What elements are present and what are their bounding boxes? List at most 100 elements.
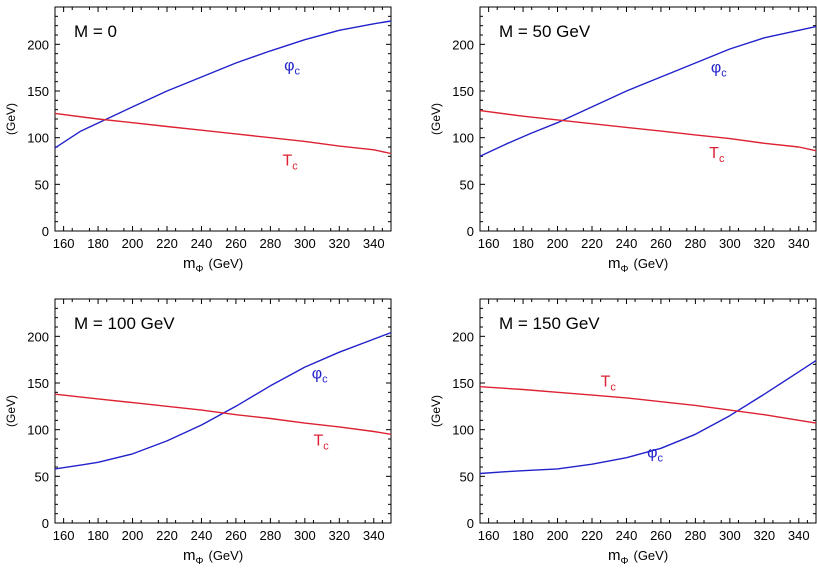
series-label-sub: c bbox=[295, 65, 301, 77]
y-tick-label: 0 bbox=[467, 224, 474, 239]
series-label: Tc bbox=[601, 374, 617, 394]
series-line-t-c bbox=[479, 109, 817, 152]
series-label-main: φ bbox=[711, 59, 721, 76]
x-axis-label: mΦ (GeV) bbox=[608, 255, 668, 275]
x-tick-label: 340 bbox=[788, 236, 810, 251]
x-tick-label: 280 bbox=[260, 528, 282, 543]
x-tick-label: 160 bbox=[53, 528, 75, 543]
series-label-sub: c bbox=[658, 453, 664, 465]
series-line-phi-c bbox=[479, 360, 817, 475]
x-tick-label: 300 bbox=[294, 528, 316, 543]
series-label-sub: c bbox=[721, 67, 727, 79]
series-label: φc bbox=[284, 57, 300, 77]
series-label-sub: c bbox=[610, 382, 616, 394]
x-tick-label: 240 bbox=[191, 528, 213, 543]
x-tick-label: 280 bbox=[685, 528, 707, 543]
series-label-main: T bbox=[282, 153, 292, 170]
y-tick-label: 0 bbox=[42, 516, 49, 531]
series-line-phi-c bbox=[479, 25, 817, 157]
x-tick-label: 180 bbox=[512, 236, 534, 251]
series-label-sub: c bbox=[292, 161, 298, 173]
x-tick-label: 260 bbox=[650, 236, 672, 251]
x-axis-label-sub: Φ bbox=[196, 264, 204, 275]
x-tick-label: 160 bbox=[53, 236, 75, 251]
series-line-t-c bbox=[479, 386, 817, 424]
x-tick-label: 300 bbox=[719, 236, 741, 251]
chart-panel-1: 160 180 200 220 240 260 280 300 320 340 0 50 100 150 2… bbox=[4, 6, 392, 275]
x-tick-label: 340 bbox=[788, 528, 810, 543]
x-tick-label: 200 bbox=[122, 236, 144, 251]
series-label: Tc bbox=[282, 153, 298, 173]
x-tick-label: 300 bbox=[294, 236, 316, 251]
series-label-main: T bbox=[313, 433, 323, 450]
x-axis-label: mΦ (GeV) bbox=[183, 547, 243, 567]
y-tick-label: 100 bbox=[452, 423, 474, 438]
panel-title: M = 0 bbox=[74, 22, 117, 41]
y-axis-label: (GeV) bbox=[4, 103, 18, 135]
x-axis-label: mΦ (GeV) bbox=[183, 255, 243, 275]
series-label: φc bbox=[312, 365, 328, 385]
x-tick-label: 180 bbox=[87, 236, 109, 251]
series-label-main: φ bbox=[312, 365, 322, 382]
panel-title: M = 50 GeV bbox=[499, 22, 591, 41]
x-tick-label: 340 bbox=[363, 236, 385, 251]
series-label-main: T bbox=[709, 145, 719, 162]
x-axis-label-main: m bbox=[608, 255, 621, 272]
x-axis-label-main: m bbox=[183, 255, 196, 272]
series-label-main: φ bbox=[647, 445, 657, 462]
series-label: φc bbox=[647, 445, 663, 465]
y-axis-label: (GeV) bbox=[4, 395, 18, 427]
x-tick-label: 240 bbox=[191, 236, 213, 251]
series-label-sub: c bbox=[322, 373, 328, 385]
y-tick-label: 50 bbox=[460, 469, 474, 484]
series-line-phi-c bbox=[54, 331, 392, 470]
y-tick-label: 150 bbox=[452, 376, 474, 391]
y-tick-label: 100 bbox=[452, 131, 474, 146]
x-axis-label-unit: (GeV) bbox=[208, 256, 243, 271]
x-tick-label: 280 bbox=[260, 236, 282, 251]
y-axis-label: (GeV) bbox=[429, 395, 443, 427]
x-tick-label: 200 bbox=[547, 236, 569, 251]
x-tick-label: 240 bbox=[616, 528, 638, 543]
x-tick-label: 220 bbox=[581, 236, 603, 251]
x-tick-label: 320 bbox=[753, 528, 775, 543]
y-tick-label: 0 bbox=[42, 224, 49, 239]
series-line-phi-c bbox=[54, 20, 392, 149]
x-tick-label: 280 bbox=[685, 236, 707, 251]
y-tick-label: 50 bbox=[35, 469, 49, 484]
series-label: φc bbox=[711, 59, 727, 79]
x-axis-label-unit: (GeV) bbox=[208, 548, 243, 563]
panel-title: M = 150 GeV bbox=[499, 314, 600, 333]
panel-title: M = 100 GeV bbox=[74, 314, 175, 333]
x-tick-label: 260 bbox=[225, 528, 247, 543]
x-axis-label-sub: Φ bbox=[621, 264, 629, 275]
chart-panel-3: 160 180 200 220 240 260 280 300 320 340 0 50 100 150 2… bbox=[4, 298, 392, 567]
x-axis-label-main: m bbox=[183, 547, 196, 564]
series-label: Tc bbox=[709, 145, 725, 165]
y-tick-label: 200 bbox=[452, 329, 474, 344]
x-axis-label-unit: (GeV) bbox=[633, 256, 668, 271]
series-line-t-c bbox=[54, 112, 392, 155]
x-tick-label: 160 bbox=[478, 236, 500, 251]
y-tick-label: 150 bbox=[452, 84, 474, 99]
y-tick-label: 100 bbox=[27, 131, 49, 146]
x-tick-label: 220 bbox=[156, 528, 178, 543]
x-tick-label: 200 bbox=[547, 528, 569, 543]
y-tick-label: 200 bbox=[27, 329, 49, 344]
x-tick-label: 180 bbox=[87, 528, 109, 543]
series-line-t-c bbox=[54, 393, 392, 435]
x-tick-label: 320 bbox=[328, 236, 350, 251]
x-tick-label: 340 bbox=[363, 528, 385, 543]
x-tick-label: 320 bbox=[328, 528, 350, 543]
x-axis-label-unit: (GeV) bbox=[633, 548, 668, 563]
chart-panel-2: 160 180 200 220 240 260 280 300 320 340 0 50 100 150 2… bbox=[429, 6, 817, 275]
x-axis-label-sub: Φ bbox=[621, 556, 629, 567]
x-tick-label: 180 bbox=[512, 528, 534, 543]
y-tick-label: 150 bbox=[27, 84, 49, 99]
series-label-main: T bbox=[601, 374, 611, 391]
x-tick-label: 220 bbox=[581, 528, 603, 543]
series-label: Tc bbox=[313, 433, 329, 453]
y-tick-label: 50 bbox=[35, 177, 49, 192]
x-tick-label: 240 bbox=[616, 236, 638, 251]
